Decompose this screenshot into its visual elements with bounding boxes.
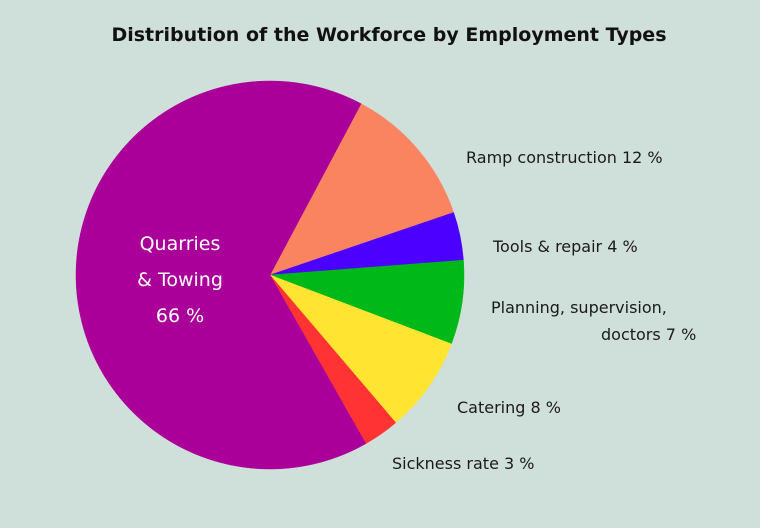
slice-label-line: Ramp construction 12 % bbox=[466, 148, 663, 167]
slice-label-line: Planning, supervision, bbox=[491, 298, 667, 317]
slice-label-quarries-towing: Quarries & Towing 66 % bbox=[137, 233, 223, 327]
slice-label-catering: Catering 8 % bbox=[457, 398, 561, 417]
slice-label-line: Quarries bbox=[140, 233, 221, 255]
slice-label-planning-supervision: Planning, supervision, doctors 7 % bbox=[491, 298, 696, 344]
slice-label-line: Tools & repair 4 % bbox=[492, 237, 638, 256]
slice-label-line: doctors 7 % bbox=[601, 325, 696, 344]
pie-slice-catering bbox=[269, 274, 452, 424]
pie-slice-quarries-towing bbox=[75, 80, 367, 470]
slice-label-line: 66 % bbox=[156, 305, 204, 327]
pie-slice-ramp-construction bbox=[269, 103, 454, 276]
slice-label-line: Sickness rate 3 % bbox=[392, 454, 534, 473]
slice-label-ramp-construction: Ramp construction 12 % bbox=[466, 148, 663, 167]
slice-label-line: Catering 8 % bbox=[457, 398, 561, 417]
slice-label-sickness-rate: Sickness rate 3 % bbox=[392, 454, 534, 473]
pie-slices bbox=[75, 80, 465, 470]
slice-label-line: & Towing bbox=[137, 269, 223, 291]
slice-label-tools-repair: Tools & repair 4 % bbox=[492, 237, 638, 256]
slice-labels: Ramp construction 12 % Tools & repair 4 %… bbox=[137, 148, 696, 473]
chart-title: Distribution of the Workforce by Employm… bbox=[111, 24, 666, 46]
